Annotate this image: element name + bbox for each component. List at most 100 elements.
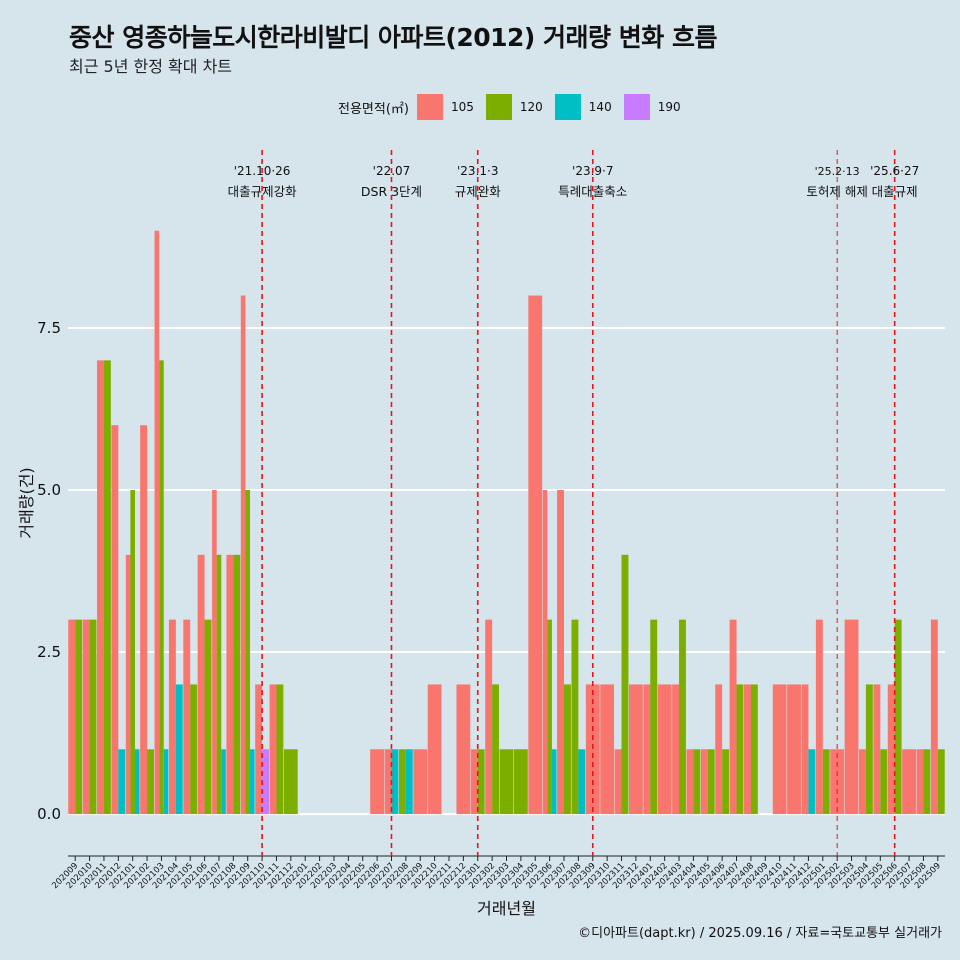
legend-item-105: 105 (416, 94, 474, 120)
legend: 전용면적(㎡) 105 120 140 190 (338, 92, 693, 122)
bar (111, 425, 119, 815)
bar (578, 749, 586, 815)
bar (729, 619, 737, 815)
bar (398, 749, 406, 815)
bar (873, 684, 881, 815)
annotation-label: 대출규제강화 (228, 184, 298, 199)
annotation-label: 규제완화 (455, 184, 502, 199)
legend-item-140: 140 (554, 94, 612, 120)
bar (159, 360, 164, 815)
bar (650, 619, 658, 815)
bar (175, 684, 183, 815)
bar (672, 684, 680, 815)
bar (887, 684, 895, 815)
x-axis-title: 거래년월 (477, 899, 536, 918)
bar (815, 619, 823, 815)
legend-swatch (623, 94, 650, 120)
bar (82, 619, 90, 815)
annotation-date: '25.2·13 (815, 165, 860, 178)
bar (750, 684, 758, 815)
bar (715, 684, 723, 815)
bar (736, 684, 744, 815)
bar (427, 684, 442, 815)
legend-item-190: 190 (623, 94, 681, 120)
bar (212, 490, 217, 815)
y-axis-title: 거래량(건) (17, 467, 36, 538)
bar (255, 684, 263, 815)
annotation-label: 토허제 해제 (806, 184, 867, 199)
legend-swatch (485, 94, 512, 120)
bar (118, 749, 126, 815)
y-tick-label: 0.0 (37, 805, 61, 823)
legend-swatch (554, 94, 581, 120)
annotation-date: '25.6·27 (870, 164, 919, 178)
bar (787, 684, 801, 815)
bar (547, 619, 552, 815)
bar (97, 360, 104, 815)
bar (564, 684, 571, 815)
bar (557, 490, 565, 815)
bar (499, 749, 514, 815)
legend-label: 190 (657, 100, 681, 114)
bar (801, 684, 809, 815)
y-tick-label: 5.0 (37, 481, 61, 499)
bar (643, 684, 651, 815)
annotation-date: '21.10·26 (234, 164, 291, 178)
bar (154, 230, 160, 815)
legend-label: 105 (450, 100, 474, 114)
bar (204, 619, 212, 815)
annotation-date: '22.07 (373, 164, 411, 178)
bar (621, 554, 629, 815)
bar (405, 749, 413, 815)
bar (585, 684, 600, 815)
legend-title: 전용면적(㎡) (338, 101, 409, 117)
bar (772, 684, 787, 815)
legend-swatch (416, 94, 443, 120)
bar (240, 295, 246, 815)
y-tick-label: 7.5 (37, 319, 61, 337)
chart-title: 중산 영종하늘도시한라비발디 아파트(2012) 거래량 변화 흐름 (69, 23, 717, 52)
bar (370, 749, 385, 815)
bar (89, 619, 97, 815)
bar (477, 749, 485, 815)
bar (262, 749, 269, 815)
annotation-label: 특례대출축소 (558, 184, 627, 199)
bar (163, 749, 169, 815)
bar (744, 684, 751, 815)
chart-subtitle: 최근 5년 한정 확대 차트 (69, 57, 233, 76)
bar (513, 749, 528, 815)
bar (700, 749, 708, 815)
bar (844, 619, 859, 815)
bar (894, 619, 902, 815)
bar (551, 749, 557, 815)
bar (130, 490, 135, 815)
y-tick-label: 2.5 (37, 643, 61, 661)
bar (628, 684, 643, 815)
legend-label: 120 (519, 100, 543, 114)
bar (103, 360, 111, 815)
bar (822, 749, 830, 815)
annotation-label: 대출규제 (872, 184, 918, 199)
bar (197, 554, 205, 815)
annotation-date: '23.9·7 (572, 164, 613, 178)
bar (216, 554, 222, 815)
bar (859, 749, 866, 815)
bar (75, 619, 83, 815)
bar (542, 490, 548, 815)
bar (916, 749, 924, 815)
bar (221, 749, 226, 815)
bar (693, 749, 701, 815)
bar (679, 619, 686, 815)
bar (722, 749, 730, 815)
bar (147, 749, 154, 815)
bar (384, 749, 392, 815)
bar (492, 684, 500, 815)
bar (923, 749, 931, 815)
bar (485, 619, 493, 815)
bar (276, 684, 284, 815)
bar (125, 554, 131, 815)
bar (140, 425, 148, 815)
bar (707, 749, 715, 815)
bar (456, 684, 471, 815)
